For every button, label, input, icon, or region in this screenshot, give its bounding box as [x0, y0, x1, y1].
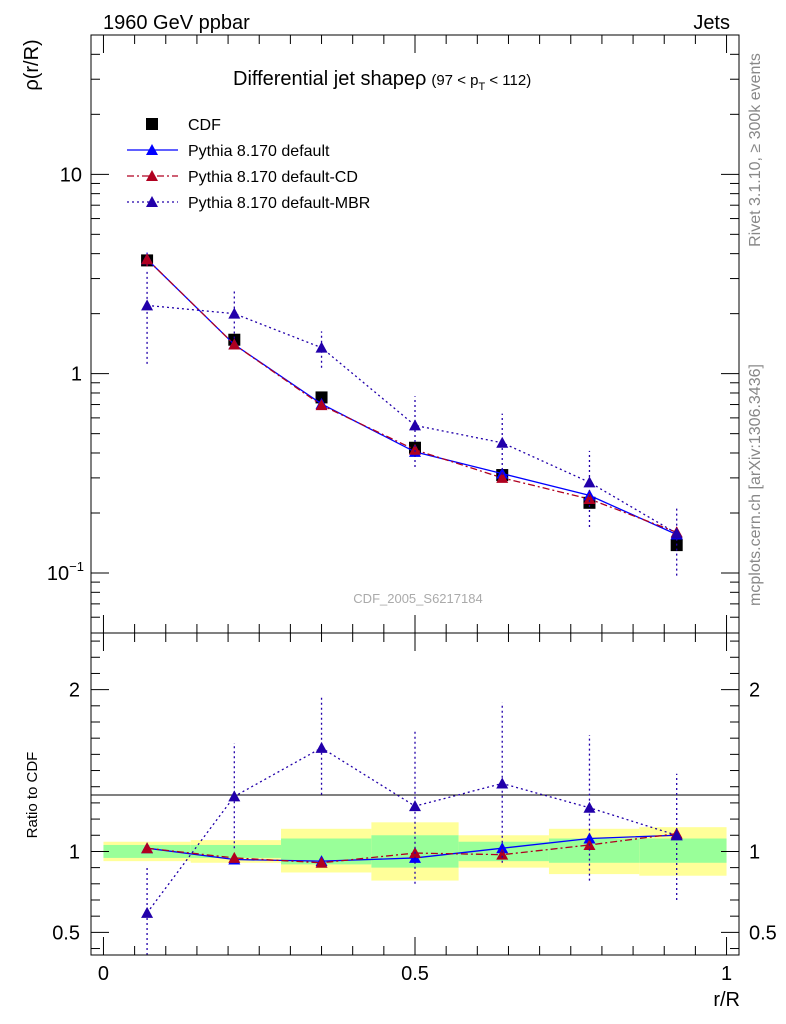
- data-point: [315, 341, 328, 353]
- data-point: [141, 842, 154, 854]
- data-point: [409, 419, 421, 431]
- ratio-panel-frame: [90, 632, 740, 956]
- x-tick-label: 0: [98, 963, 109, 985]
- ratio-axis-label: Ratio to CDF: [24, 752, 41, 839]
- main-panel: Differential jet shapeρ (97 < pT < 112) ρ…: [21, 34, 740, 634]
- ratio-tick-label-right: 2: [749, 680, 760, 702]
- data-point: [409, 800, 421, 812]
- data-point: [315, 399, 328, 411]
- data-point: [496, 777, 509, 789]
- data-point: [228, 307, 241, 319]
- legend: CDF Pythia 8.170 default Pythia 8.170 defa…: [127, 117, 370, 212]
- data-point: [583, 493, 596, 505]
- data-point: [315, 741, 328, 753]
- energy-label: 1960 GeV ppbar: [103, 12, 250, 34]
- data-point: [141, 253, 154, 265]
- data-point: [315, 391, 328, 404]
- mcplots-label: mcplots.cern.ch [arXiv:1306.3436]: [747, 364, 764, 606]
- series-3: [141, 271, 683, 576]
- data-point: [315, 856, 328, 868]
- x-tick-label: 1: [721, 963, 732, 985]
- ratio-panel: 2 2 1 1 0.5 0.5 0 0.5 1 Ratio to CDF r/R: [24, 632, 777, 1011]
- process-label: Jets: [693, 12, 730, 34]
- legend-label: Pythia 8.170 default: [188, 143, 330, 160]
- data-point: [496, 848, 509, 860]
- ratio-tick-label-right: 1: [749, 841, 760, 863]
- legend-marker: [146, 170, 158, 181]
- rivet-label: Rivet 3.1.10, ≥ 300k events: [747, 53, 764, 247]
- legend-label: Pythia 8.170 default-CD: [188, 169, 358, 186]
- legend-label: Pythia 8.170 default-MBR: [188, 195, 370, 212]
- legend-marker: [146, 144, 158, 155]
- legend-label: CDF: [188, 117, 221, 134]
- ratio-tick-label-left: 0.5: [52, 922, 80, 944]
- y-tick-label: 10−1: [47, 559, 84, 585]
- ratio-tick-label-right: 0.5: [749, 922, 777, 944]
- y-axis-label: ρ(r/R): [21, 39, 43, 90]
- x-tick-label: 0.5: [401, 963, 429, 985]
- ratio-tick-label-left: 1: [69, 841, 80, 863]
- legend-entry: Pythia 8.170 default-MBR: [127, 195, 370, 212]
- uncertainty-band-inner: [190, 844, 282, 858]
- data-point: [409, 443, 421, 455]
- legend-marker: [146, 118, 158, 130]
- data-point: [141, 906, 154, 918]
- data-point: [496, 436, 509, 448]
- data-point: [670, 829, 683, 841]
- x-axis-label: r/R: [713, 989, 740, 1011]
- ratio-series-2: [141, 697, 683, 955]
- data-point: [583, 476, 596, 488]
- uncertainty-band-inner: [639, 838, 727, 863]
- data-point: [228, 851, 241, 863]
- data-point: [670, 527, 683, 539]
- plot-title: Differential jet shapeρ (97 < pT < 112): [233, 68, 531, 93]
- data-point: [496, 471, 509, 483]
- y-tick-label: 1: [71, 364, 82, 386]
- data-point: [583, 832, 596, 844]
- data-point: [141, 299, 154, 311]
- ratio-tick-label-left: 2: [69, 680, 80, 702]
- legend-entry: CDF: [146, 117, 221, 134]
- data-point: [583, 801, 596, 813]
- y-tick-label: 10: [60, 164, 82, 186]
- analysis-watermark: CDF_2005_S6217184: [353, 591, 482, 606]
- data-point: [228, 338, 241, 350]
- legend-entry: Pythia 8.170 default-CD: [127, 169, 358, 186]
- legend-marker: [146, 196, 158, 207]
- data-point: [228, 790, 241, 802]
- legend-entry: Pythia 8.170 default: [127, 143, 330, 160]
